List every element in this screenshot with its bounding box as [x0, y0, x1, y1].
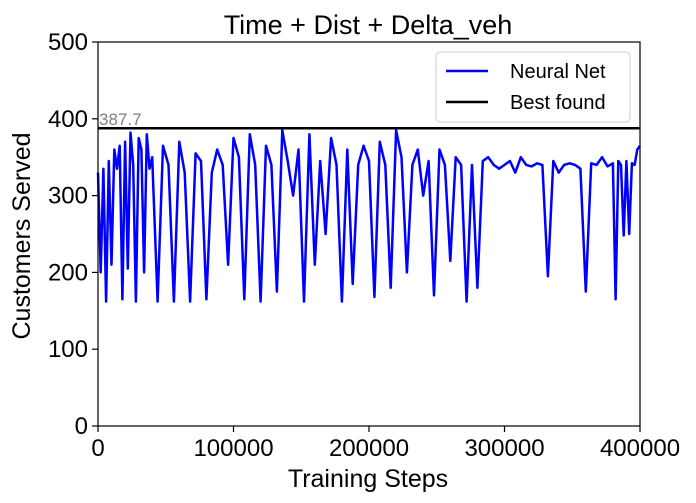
- y-tick-label: 300: [48, 183, 88, 210]
- axis-ticks: 0 100000 200000 300000 400000 0 100 200 300 400 50…: [48, 29, 680, 462]
- series-line-neural-net: [96, 129, 642, 303]
- y-tick-label: 100: [48, 336, 88, 363]
- y-tick-label: 200: [48, 259, 88, 286]
- chart-title: Time + Dist + Delta_veh: [224, 10, 513, 40]
- x-tick-label: 200000: [329, 435, 409, 462]
- legend-box: [435, 51, 631, 123]
- y-tick-label: 500: [48, 29, 88, 56]
- x-tick-label: 100000: [193, 435, 273, 462]
- x-tick-label: 300000: [464, 435, 544, 462]
- legend-label-neural-net: Neural Net: [510, 61, 606, 83]
- plot-area: 387.7: [96, 110, 642, 303]
- y-tick-label: 0: [75, 413, 88, 440]
- x-tick-label: 400000: [600, 435, 680, 462]
- best-found-annotation: 387.7: [99, 110, 142, 129]
- x-tick-label: 0: [91, 435, 104, 462]
- legend-label-best-found: Best found: [510, 92, 606, 114]
- x-axis-label: Training Steps: [288, 465, 448, 493]
- axes-frame: [97, 41, 641, 427]
- y-axis-label: Customers Served: [8, 132, 36, 339]
- legend: Neural Net Best found: [435, 51, 631, 123]
- y-tick-label: 400: [48, 106, 88, 133]
